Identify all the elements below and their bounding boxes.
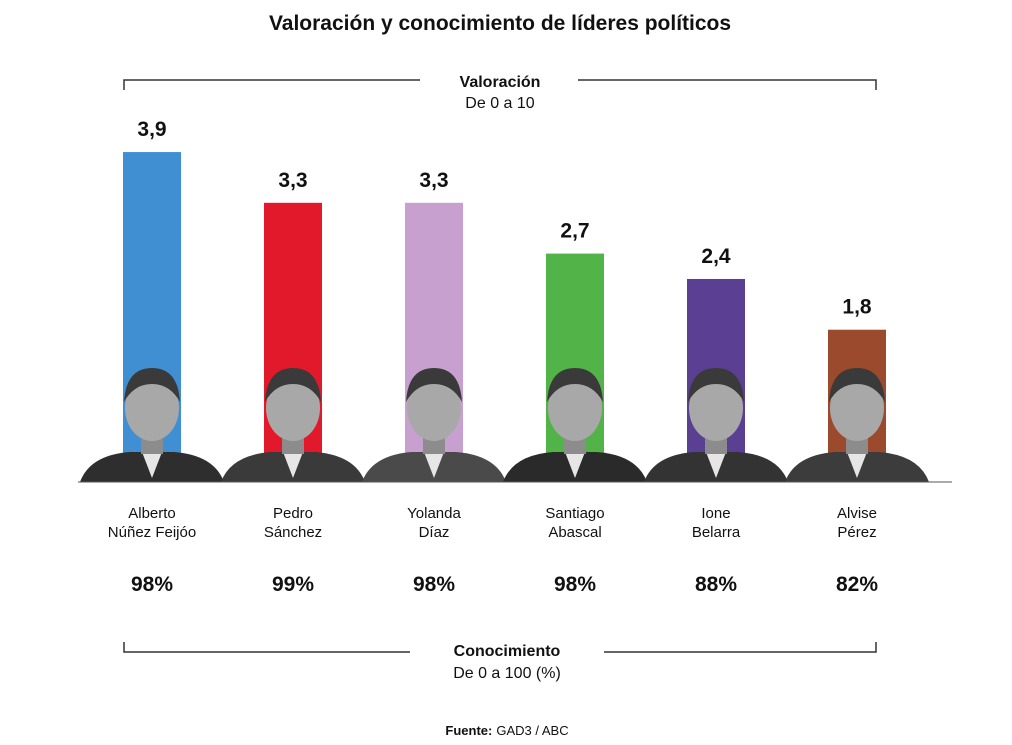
portrait-hair <box>406 368 462 402</box>
conocimiento-bracket <box>123 642 877 653</box>
portrait-collar <box>142 452 162 478</box>
portrait-hair <box>547 368 603 402</box>
value-label: 3,9 <box>137 118 166 141</box>
source-label: Fuente: <box>445 723 492 738</box>
valoracion-subheader: De 0 a 10 <box>465 95 534 112</box>
portrait-collar <box>565 452 585 478</box>
name-label-line1: Pedro <box>273 505 313 522</box>
portrait-avatar <box>644 368 788 482</box>
value-label: 2,4 <box>701 245 731 268</box>
value-label: 3,3 <box>419 169 448 192</box>
value-label: 1,8 <box>842 296 872 319</box>
portrait-avatar <box>503 368 647 482</box>
name-label-line1: Yolanda <box>407 505 461 522</box>
conocimiento-value: 88% <box>695 573 737 596</box>
source-line: Fuente: GAD3 / ABC <box>445 723 568 738</box>
portraits-layer <box>78 368 952 483</box>
portrait-avatar <box>221 368 365 482</box>
name-label-line1: Alberto <box>128 505 176 522</box>
name-label-line1: Ione <box>701 505 730 522</box>
conocimiento-value: 98% <box>131 573 173 596</box>
portrait-avatar <box>785 368 929 482</box>
conocimiento-value: 82% <box>836 573 878 596</box>
portrait-collar <box>847 452 867 478</box>
value-label: 2,7 <box>560 220 589 243</box>
portrait-face <box>407 375 461 441</box>
portrait-collar <box>706 452 726 478</box>
labels-layer: 3,9 Alberto Núñez Feijóo 98% 3,3 Pedro Sánchez… <box>108 118 879 596</box>
name-label-line1: Santiago <box>545 505 604 522</box>
portrait-hair <box>688 368 744 402</box>
name-label-line2: Núñez Feijóo <box>108 524 196 541</box>
conocimiento-subheader: De 0 a 100 (%) <box>453 665 561 682</box>
conocimiento-value: 98% <box>554 573 596 596</box>
portrait-hair <box>829 368 885 402</box>
portrait-collar <box>424 452 444 478</box>
chart-title: Valoración y conocimiento de líderes pol… <box>269 12 731 35</box>
name-label-line2: Díaz <box>419 524 450 541</box>
portrait-avatar <box>362 368 506 482</box>
source-value: GAD3 / ABC <box>496 723 568 738</box>
name-label-line2: Abascal <box>548 524 601 541</box>
name-label-line2: Belarra <box>692 524 741 541</box>
valoracion-bracket <box>123 79 877 90</box>
valoracion-header: Valoración <box>460 74 541 91</box>
conocimiento-header: Conocimiento <box>454 643 561 660</box>
portrait-avatar <box>80 368 224 482</box>
bars-layer <box>123 152 886 482</box>
portrait-face <box>830 375 884 441</box>
value-label: 3,3 <box>278 169 307 192</box>
conocimiento-value: 99% <box>272 573 314 596</box>
name-label-line1: Alvise <box>837 505 877 522</box>
portrait-hair <box>124 368 180 402</box>
portrait-face <box>689 375 743 441</box>
name-label-line2: Sánchez <box>264 524 322 541</box>
conocimiento-value: 98% <box>413 573 455 596</box>
portrait-face <box>266 375 320 441</box>
portrait-face <box>125 375 179 441</box>
portrait-collar <box>283 452 303 478</box>
name-label-line2: Pérez <box>837 524 876 541</box>
portrait-hair <box>265 368 321 402</box>
portrait-face <box>548 375 602 441</box>
